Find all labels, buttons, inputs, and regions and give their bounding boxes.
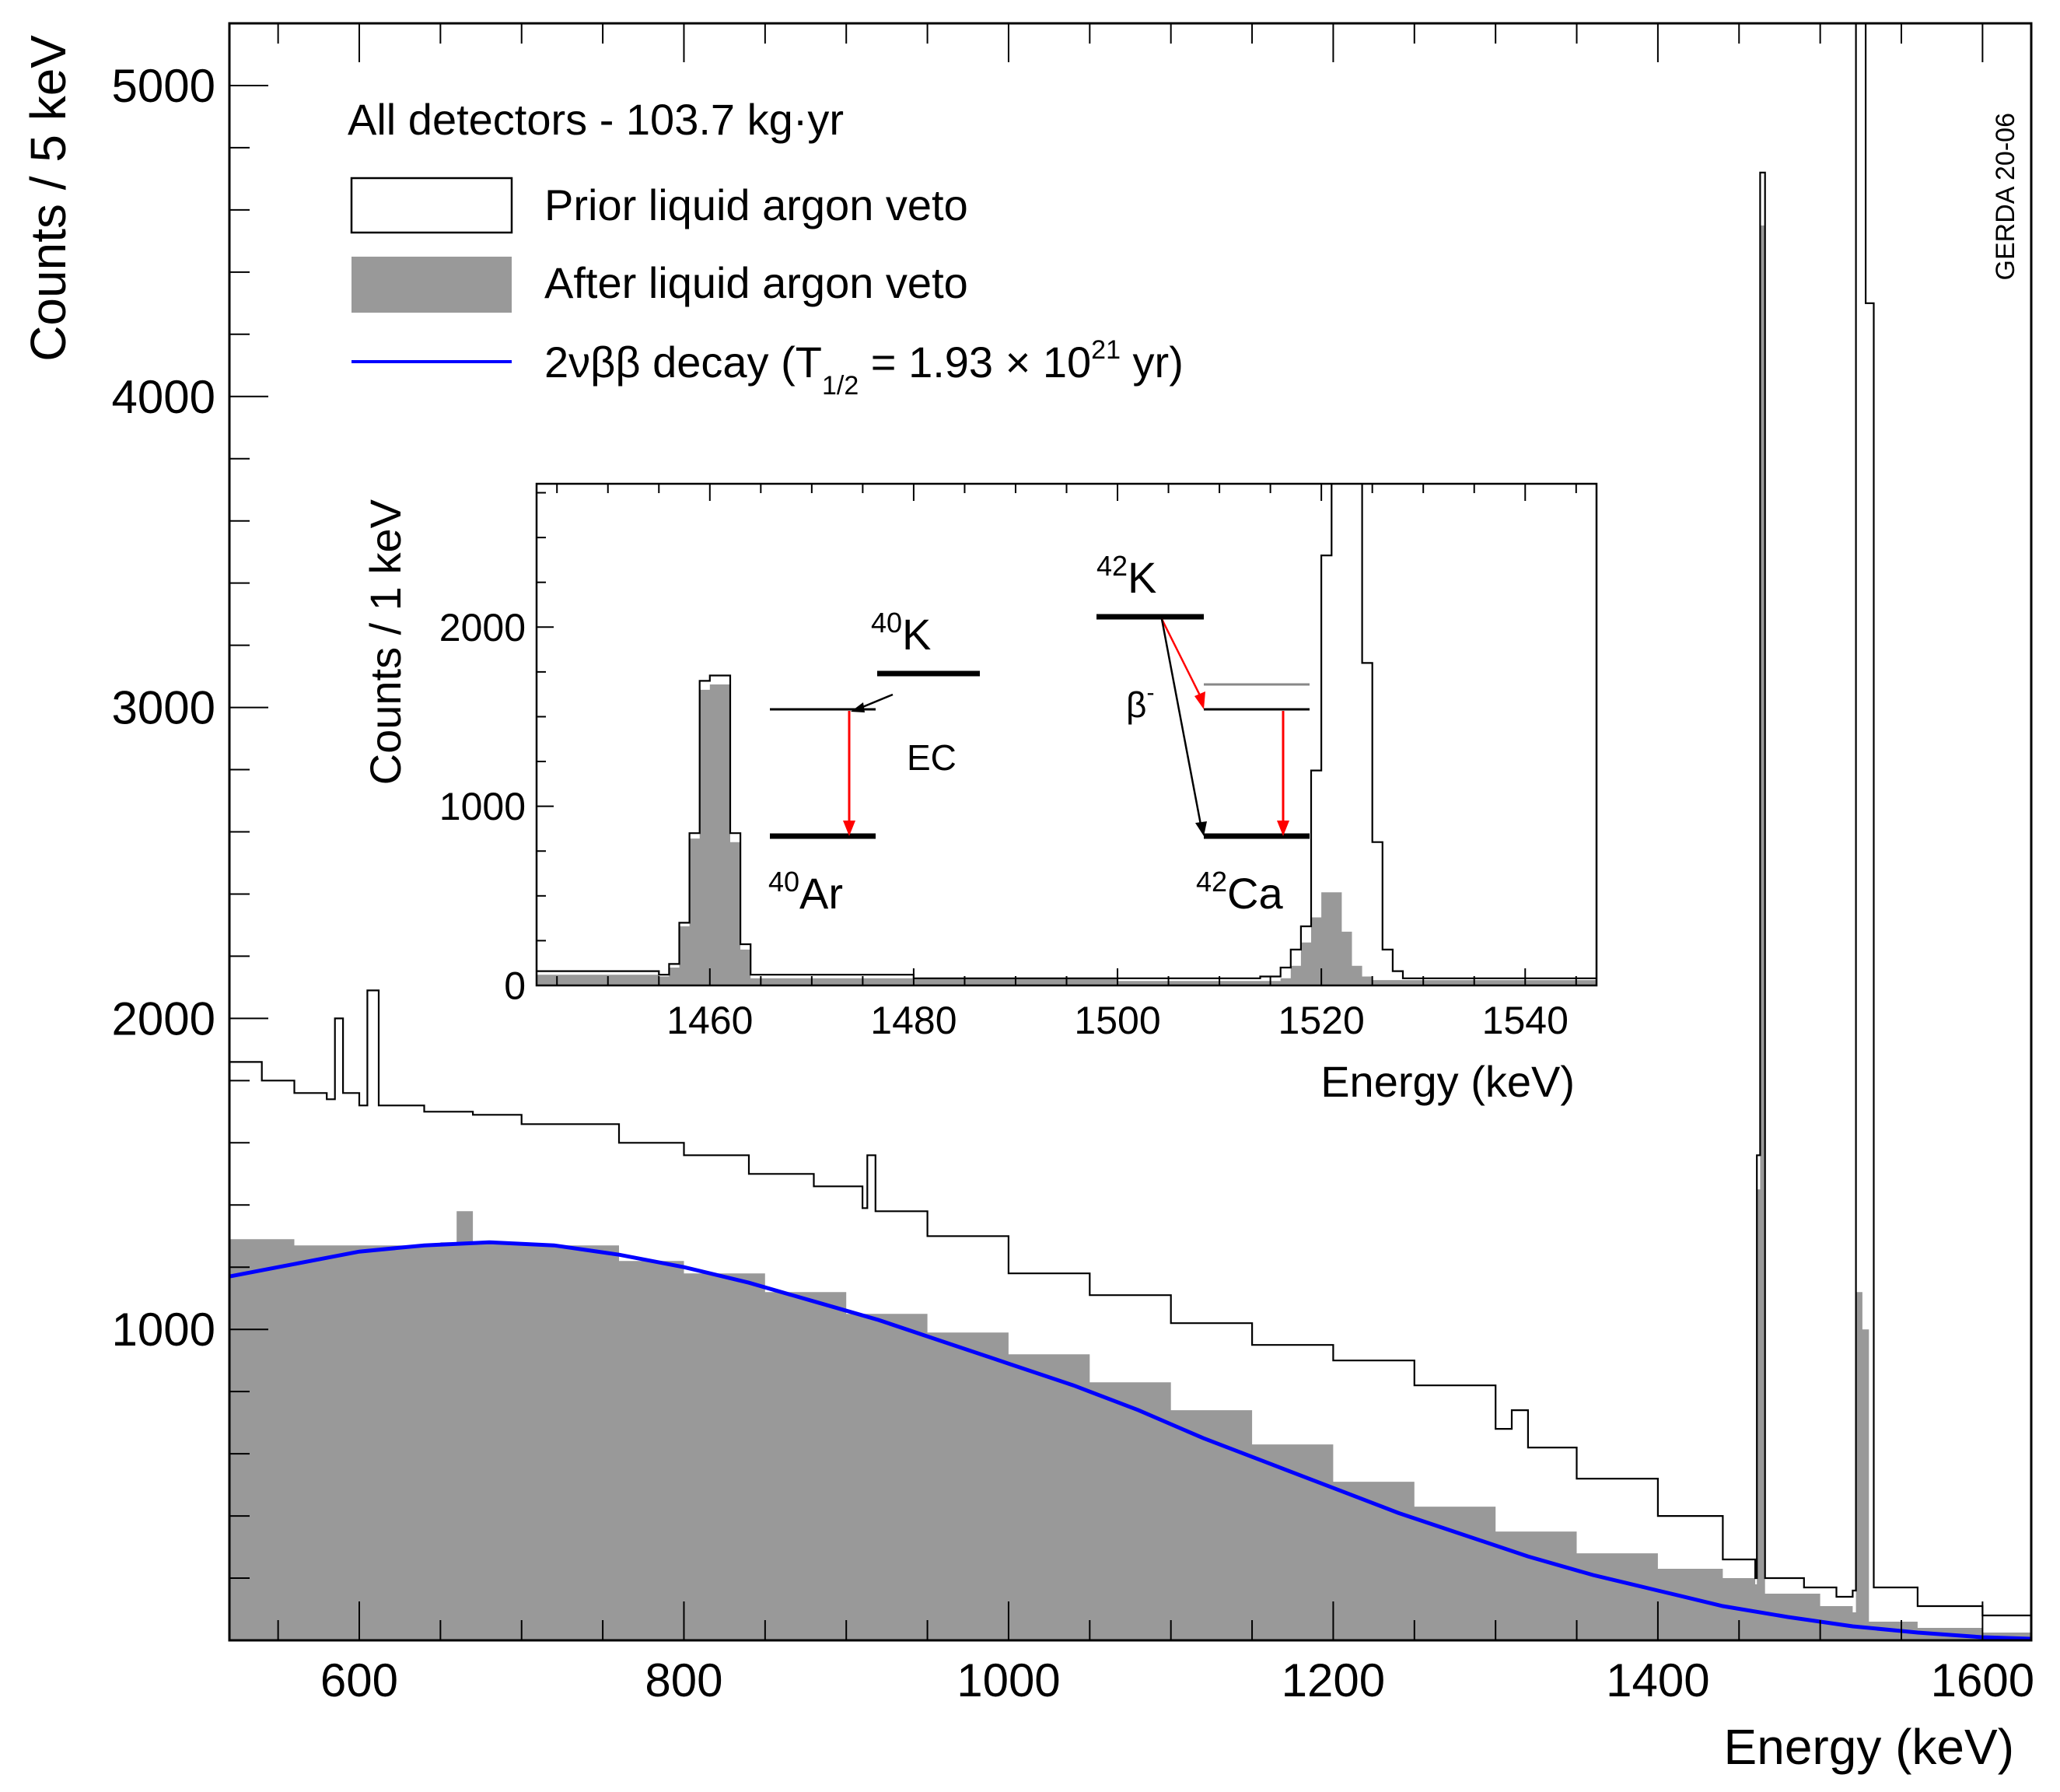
inset-plot: 1460 1480 1500 1520 1540 0 1000 2000 Energy (ke… [361,482,1598,1106]
x-tick-label-600: 600 [320,1654,398,1706]
beta-to-excited-arrowhead [1194,691,1205,709]
legend-label-model: 2νββ decay (T1/2 = 1.93 × 1021 yr) [544,335,1184,401]
legend-swatch-after [351,257,512,313]
x-tick-label-1460: 1460 [666,999,753,1042]
inset-series-layer [537,484,1597,985]
x-tick-label-800: 800 [645,1654,722,1706]
main-x-axis-label: Energy (keV) [1724,1719,2014,1775]
x-tick-label-1200: 1200 [1282,1654,1385,1706]
inset-axis-tick-labels: 1460 1480 1500 1520 1540 0 1000 2000 [439,606,1569,1042]
legend-swatch-prior [350,177,513,234]
series-prior-liquid-argon-veto [229,23,2031,1617]
ec-label: EC [907,737,957,778]
main-y-axis-label: Counts / 5 keV [20,35,76,362]
x-tick-label-1400: 1400 [1606,1654,1709,1706]
ec-arrowhead [851,702,865,712]
x-tick-label-1600: 1600 [1931,1654,2034,1706]
y-tick-label-5000: 5000 [112,60,215,112]
series-after-liquid-argon-veto [229,225,2031,1640]
main-series-layer [229,23,2031,1640]
main-plot: 600 800 1000 1200 1400 1600 1000 2000 3000 4000 50… [20,22,2035,1775]
x-tick-label-1500: 1500 [1074,999,1160,1042]
y-tick-label-1000: 1000 [439,785,526,828]
x-tick-label-1540: 1540 [1482,999,1569,1042]
inset-axis-ticks [537,484,1577,986]
ca42-gamma-arrowhead [1277,821,1289,836]
ar40-gamma-arrowhead [843,821,855,836]
y-tick-label-2000: 2000 [439,606,526,649]
x-tick-label-1480: 1480 [870,999,957,1042]
beta-minus-label: β- [1126,680,1154,725]
series-2-decay-t1-2-1-93-10-21-yr [229,1240,2031,1640]
beta-to-ground-arrowhead [1195,821,1207,836]
y-tick-label-1000: 1000 [112,1304,215,1356]
legend-label-prior: Prior liquid argon veto [544,180,968,229]
legend-title: All detectors - 103.7 kg·yr [348,95,844,144]
main-axis-ticks [229,23,1984,1641]
ar40-label: 40Ar [768,866,843,918]
legend-label-after: After liquid argon veto [544,258,968,307]
ca42-label: 42Ca [1196,866,1283,918]
series-prior-liquid-argon-veto [537,484,1597,979]
y-tick-label-2000: 2000 [112,992,215,1045]
k42-label: 42K [1096,550,1156,602]
x-tick-label-1000: 1000 [957,1654,1060,1706]
inset-x-axis-label: Energy (keV) [1320,1057,1575,1106]
legend: All detectors - 103.7 kg·yr Prior liquid… [348,95,1184,401]
series-after-liquid-argon-veto [537,684,1597,985]
x-tick-label-1520: 1520 [1278,999,1365,1042]
inset-y-axis-label: Counts / 1 keV [361,499,410,785]
decay-scheme: 40K EC 40Ar 42K β- 42Ca [768,550,1310,918]
inset-series-clipped [537,484,1597,985]
beta-to-excited-arrow [1160,618,1202,698]
y-tick-label-4000: 4000 [112,371,215,423]
k40-label: 40K [871,607,931,659]
gerda-tag: GERDA 20-06 [1991,113,2020,280]
main-axis-tick-labels: 600 800 1000 1200 1400 1600 1000 2000 3000 4000 50… [112,60,2035,1706]
y-tick-label-3000: 3000 [112,682,215,734]
y-tick-label-0: 0 [504,964,526,1008]
beta-to-ground-arrow [1160,618,1202,825]
main-series-clipped [229,23,2031,1640]
